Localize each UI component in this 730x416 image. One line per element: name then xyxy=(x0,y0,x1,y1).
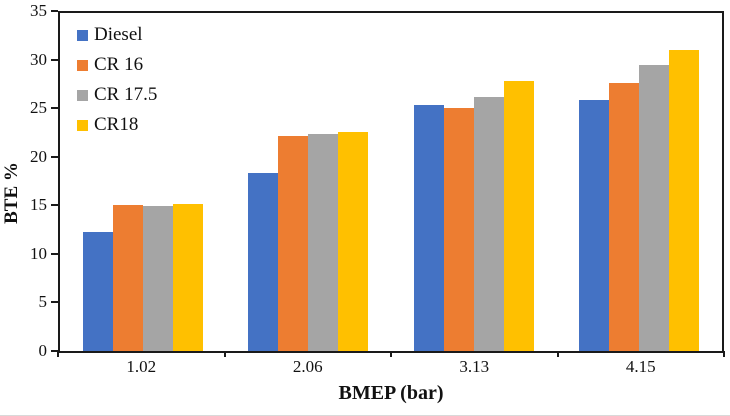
y-tick-mark xyxy=(51,350,58,352)
y-tick-label: 10 xyxy=(30,243,47,263)
bar-group-1.02 xyxy=(60,13,226,351)
bar-cr17.5-4.15 xyxy=(639,65,670,351)
bar-cr17.5-2.06 xyxy=(308,134,339,351)
x-axis-title: BMEP (bar) xyxy=(338,382,444,404)
y-tick-mark xyxy=(51,252,58,255)
y-tick-mark xyxy=(51,301,58,304)
x-tick-mark xyxy=(223,351,226,357)
x-tick-label: 3.13 xyxy=(459,357,490,376)
bar-cr16-1.02 xyxy=(112,205,143,351)
y-tick-label: 25 xyxy=(30,98,47,118)
bar-cr18-2.06 xyxy=(338,131,369,351)
y-tick-label: 20 xyxy=(30,146,47,166)
bar-group-4.15 xyxy=(557,13,723,351)
legend-item-diesel: Diesel xyxy=(77,20,157,50)
y-tick-label: 5 xyxy=(38,292,48,312)
bar-cr16-3.13 xyxy=(443,108,474,351)
x-tick-label: 1.02 xyxy=(126,357,157,376)
legend-label: CR18 xyxy=(94,114,139,135)
legend-swatch xyxy=(77,89,88,101)
x-tick-mark xyxy=(57,351,59,357)
bar-group-2.06 xyxy=(226,13,392,351)
bar-cr18-1.02 xyxy=(172,204,203,351)
y-tick-label: 0 xyxy=(38,341,48,360)
x-tick-label: 2.06 xyxy=(292,357,323,376)
legend-item-cr16: CR 16 xyxy=(77,50,157,80)
bars-layer xyxy=(60,13,722,351)
bar-diesel-2.06 xyxy=(248,173,279,351)
y-tick-mark xyxy=(51,155,58,158)
bar-diesel-4.15 xyxy=(579,100,610,351)
y-tick-label: 35 xyxy=(30,1,47,20)
y-tick-mark xyxy=(51,204,58,207)
y-tick-label: 15 xyxy=(30,195,47,215)
x-tick-mark xyxy=(390,351,392,357)
bar-cr16-2.06 xyxy=(278,136,309,351)
bar-diesel-3.13 xyxy=(413,105,444,351)
legend-item-cr18: CR18 xyxy=(77,110,157,140)
bar-cr17.5-1.02 xyxy=(142,206,173,351)
x-tick-mark xyxy=(556,351,559,357)
bar-cr18-3.13 xyxy=(503,80,534,351)
x-tick-mark xyxy=(723,351,725,357)
legend-label: Diesel xyxy=(94,24,143,45)
y-tick-mark xyxy=(51,58,58,61)
y-tick-label: 30 xyxy=(30,49,47,69)
legend-swatch xyxy=(77,119,88,131)
bar-cr18-4.15 xyxy=(669,49,700,351)
y-tick-mark xyxy=(51,10,58,12)
plot-area: Diesel CR 16 CR 17.5 CR18 xyxy=(58,11,724,353)
legend-swatch xyxy=(77,59,88,71)
bar-group-3.13 xyxy=(391,13,557,351)
legend: Diesel CR 16 CR 17.5 CR18 xyxy=(77,20,157,140)
y-tick-mark xyxy=(51,107,58,110)
legend-label: CR 17.5 xyxy=(94,84,158,105)
legend-item-cr17.5: CR 17.5 xyxy=(77,80,157,110)
bar-cr17.5-3.13 xyxy=(473,96,504,351)
y-axis-title: BTE % xyxy=(1,162,22,224)
bar-cr16-4.15 xyxy=(609,82,640,351)
legend-label: CR 16 xyxy=(94,54,144,75)
legend-swatch xyxy=(77,29,88,41)
x-tick-label: 4.15 xyxy=(625,357,656,376)
bar-diesel-1.02 xyxy=(82,231,113,351)
